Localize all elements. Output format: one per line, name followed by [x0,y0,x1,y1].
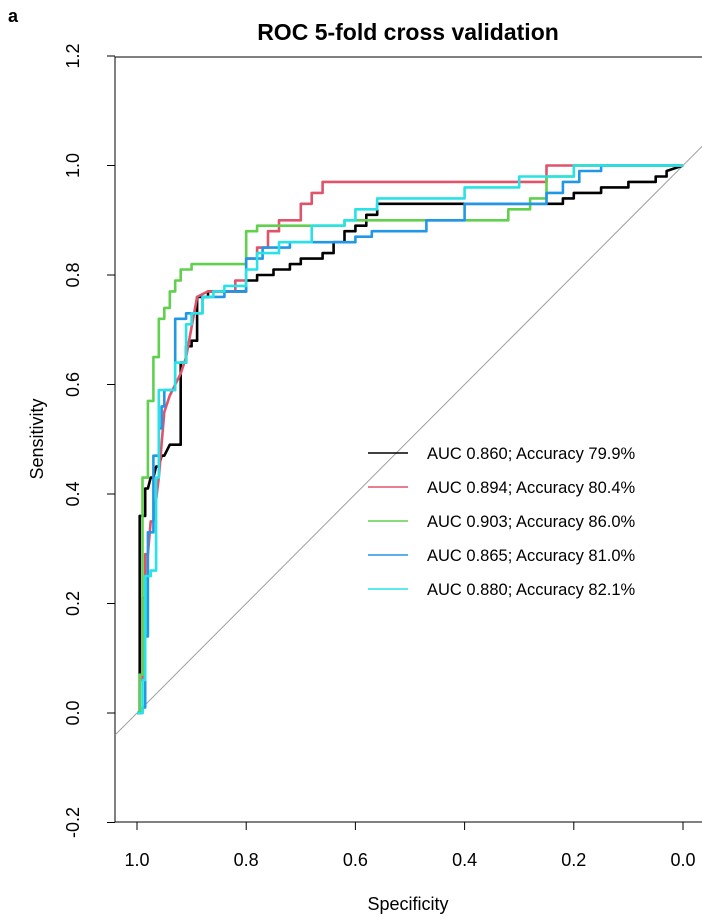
roc-curve-3 [137,164,683,715]
plot-area: 1.0 0.8 0.6 0.4 0.2 0.0 -0.2 0.0 0.2 0.4 0.6 0.8 1.0… [63,43,702,870]
x-tick-label: 0.6 [343,850,368,870]
y-tick-label: 0.4 [63,481,83,506]
legend-label-1: AUC 0.860; Accuracy 79.9% [427,445,636,463]
y-tick-label: 0.0 [63,700,83,725]
x-axis-label: Specificity [367,894,448,914]
y-tick-label: 0.8 [63,262,83,287]
diagonal-reference-line [114,145,702,736]
roc-curve-1 [137,164,684,715]
y-tick-label: 1.2 [63,43,83,68]
legend-label-2: AUC 0.894; Accuracy 80.4% [427,479,636,497]
chart-title: ROC 5-fold cross validation [257,19,559,45]
x-tick-label: 0.0 [670,850,695,870]
panel-label: a [8,6,19,26]
y-tick-label: 0.6 [63,372,83,397]
y-tick-label: -0.2 [63,807,83,838]
x-tick-label: 0.2 [561,850,586,870]
x-tick-label: 0.8 [234,850,259,870]
y-tick-label: 1.0 [63,153,83,178]
legend-label-3: AUC 0.903; Accuracy 86.0% [427,513,636,531]
x-tick-label: 1.0 [124,850,149,870]
plot-frame [114,56,702,823]
legend-label-4: AUC 0.865; Accuracy 81.0% [427,547,636,565]
y-axis-label: Sensitivity [27,398,47,479]
roc-curve-5 [137,164,683,715]
roc-curve-2 [137,164,683,715]
y-tick-label: 0.2 [63,591,83,616]
legend-label-5: AUC 0.880; Accuracy 82.1% [427,581,636,599]
x-tick-label: 0.4 [452,850,477,870]
